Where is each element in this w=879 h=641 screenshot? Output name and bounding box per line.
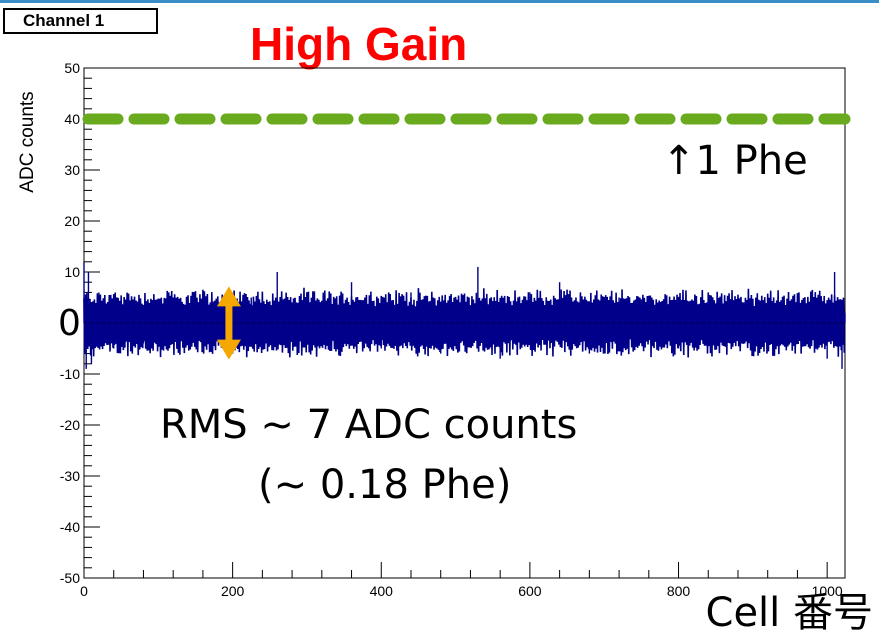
y-tick-label: -40	[60, 519, 80, 535]
x-tick-label: 800	[667, 583, 691, 599]
rms-arrow-head-down	[216, 339, 241, 360]
rms-annotation: RMS ~ 7 ADC counts	[160, 402, 578, 448]
x-axis-label: Cell 番号	[705, 590, 873, 636]
y-tick-label: -30	[60, 468, 80, 484]
y-tick-label: 20	[64, 213, 80, 229]
y-tick-label: -20	[60, 417, 80, 433]
zero-label: 0	[58, 303, 81, 344]
waveform-series	[83, 287, 846, 358]
x-tick-label: 600	[518, 583, 542, 599]
reference-line-label: ↑1 Phe	[662, 138, 808, 184]
rms-subannotation: (~ 0.18 Phe)	[258, 462, 512, 508]
y-tick-label: 10	[64, 264, 80, 280]
rms-arrow-head-up	[216, 286, 241, 307]
y-tick-label: 50	[64, 60, 80, 76]
y-tick-label: 40	[64, 111, 80, 127]
chart-title: High Gain	[250, 18, 468, 70]
top-accent-rule	[0, 0, 879, 3]
y-tick-label: 30	[64, 162, 80, 178]
channel-label: Channel 1	[3, 8, 158, 34]
x-tick-label: 200	[221, 583, 245, 599]
x-tick-label: 1000	[812, 583, 843, 599]
y-tick-label: -50	[60, 570, 80, 586]
x-tick-label: 0	[80, 583, 88, 599]
y-tick-label: -10	[60, 366, 80, 382]
x-tick-label: 400	[370, 583, 394, 599]
